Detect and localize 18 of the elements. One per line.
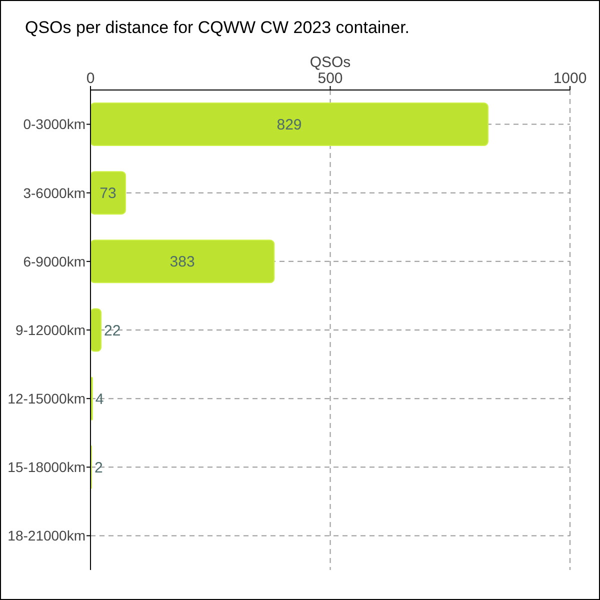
x-tick-label: 500	[318, 70, 343, 87]
y-tick-label: 9-12000km	[15, 322, 86, 338]
x-tick-label: 1000	[553, 70, 587, 87]
x-axis-title: QSOs	[310, 54, 351, 71]
data-label: 4	[95, 390, 104, 408]
chart-title: QSOs per distance for CQWW CW 2023 container.	[25, 18, 410, 37]
data-label: 2	[94, 459, 103, 476]
x-tick-label: 0	[86, 70, 95, 87]
y-tick-label: 3-6000km	[23, 184, 86, 201]
y-tick-label: 15-18000km	[8, 459, 86, 476]
y-tick-label: 0-3000km	[23, 116, 86, 132]
data-label: 73	[100, 185, 116, 202]
y-tick-label: 6-9000km	[23, 253, 86, 270]
data-label: 383	[170, 254, 195, 271]
data-label: 22	[104, 322, 121, 340]
data-label: 829	[276, 116, 302, 134]
y-tick-label: 18-21000km	[8, 528, 86, 544]
y-tick-label: 12-15000km	[8, 390, 86, 406]
